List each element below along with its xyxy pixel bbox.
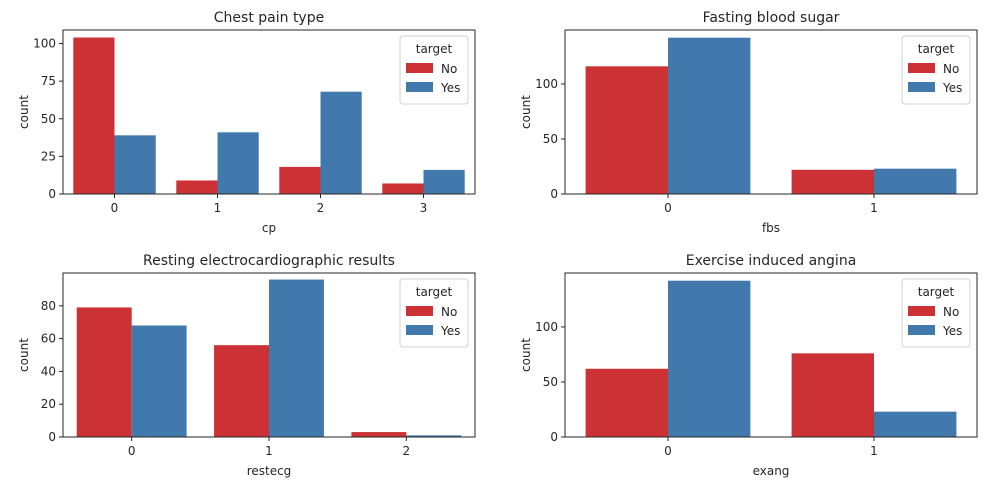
chart-panel-1: 0 1 0 50 100 Fasting blood sugar fbs count targe… bbox=[519, 10, 978, 235]
y-axis-label: count bbox=[17, 95, 31, 129]
legend-swatch-no bbox=[908, 306, 935, 316]
legend-label-no: No bbox=[441, 305, 457, 319]
x-axis-label: fbs bbox=[762, 221, 780, 235]
chart-title: Resting electrocardiographic results bbox=[143, 253, 395, 269]
axes-frame bbox=[62, 29, 476, 195]
bar-no-0 bbox=[76, 307, 132, 437]
x-tick-label: 0 bbox=[664, 201, 672, 215]
y-tick-label: 0 bbox=[48, 430, 56, 444]
chart-panel-3: 0 1 0 50 100 Exercise induced angina exang coun… bbox=[519, 253, 978, 478]
x-tick-label: 3 bbox=[420, 201, 428, 215]
x-tick-label: 1 bbox=[265, 444, 273, 458]
x-tick-label: 0 bbox=[111, 201, 119, 215]
axes-frame bbox=[564, 29, 978, 195]
legend-label-yes: Yes bbox=[440, 324, 460, 338]
bar-no-2 bbox=[351, 432, 407, 437]
bar-no-0 bbox=[585, 66, 668, 194]
bar-yes-2 bbox=[320, 91, 362, 194]
legend-swatch-no bbox=[406, 63, 433, 73]
x-tick-label: 1 bbox=[214, 201, 222, 215]
legend-swatch-yes bbox=[908, 325, 935, 335]
y-tick-label: 60 bbox=[41, 332, 56, 346]
x-tick-label: 1 bbox=[870, 444, 878, 458]
bar-no-1 bbox=[791, 169, 874, 194]
bar-yes-0 bbox=[668, 37, 751, 194]
chart-panel-0: 0 1 2 3 0 25 50 75 100 Chest pain type cp count targ… bbox=[17, 10, 476, 235]
bar-no-1 bbox=[214, 345, 269, 437]
y-tick-label: 0 bbox=[550, 187, 558, 201]
legend-swatch-yes bbox=[908, 82, 935, 92]
bar-no-3 bbox=[382, 183, 424, 194]
legend-label-yes: Yes bbox=[942, 324, 962, 338]
chart-title: Fasting blood sugar bbox=[703, 10, 840, 26]
chart-title: Chest pain type bbox=[214, 10, 324, 26]
y-tick-label: 100 bbox=[535, 320, 558, 334]
legend-label-yes: Yes bbox=[440, 81, 460, 95]
legend-title: target bbox=[918, 42, 955, 56]
y-axis-label: count bbox=[519, 338, 533, 372]
legend-label-no: No bbox=[943, 62, 959, 76]
bar-yes-1 bbox=[874, 411, 957, 437]
legend-title: target bbox=[416, 42, 453, 56]
legend-swatch-no bbox=[406, 306, 433, 316]
x-tick-label: 1 bbox=[870, 201, 878, 215]
legend-label-no: No bbox=[441, 62, 457, 76]
y-tick-label: 25 bbox=[41, 149, 56, 163]
legend-title: target bbox=[416, 285, 453, 299]
x-tick-label: 2 bbox=[317, 201, 325, 215]
legend-swatch-yes bbox=[406, 82, 433, 92]
x-axis-label: exang bbox=[753, 464, 790, 478]
x-tick-label: 0 bbox=[128, 444, 136, 458]
bar-yes-0 bbox=[114, 135, 156, 194]
x-axis-label: cp bbox=[262, 221, 276, 235]
legend-swatch-yes bbox=[406, 325, 433, 335]
y-tick-label: 40 bbox=[41, 364, 56, 378]
y-tick-label: 80 bbox=[41, 299, 56, 313]
x-axis-label: restecg bbox=[247, 464, 292, 478]
y-tick-label: 50 bbox=[41, 112, 56, 126]
bar-no-1 bbox=[176, 180, 218, 194]
bar-yes-1 bbox=[874, 168, 957, 194]
x-tick-label: 2 bbox=[403, 444, 411, 458]
bar-no-0 bbox=[73, 37, 115, 194]
y-tick-label: 100 bbox=[33, 37, 56, 51]
y-axis-label: count bbox=[519, 95, 533, 129]
axes-frame bbox=[564, 272, 978, 438]
y-tick-label: 0 bbox=[550, 430, 558, 444]
bar-yes-2 bbox=[406, 435, 462, 437]
bar-yes-0 bbox=[131, 325, 187, 437]
y-tick-label: 50 bbox=[543, 375, 558, 389]
y-tick-label: 100 bbox=[535, 77, 558, 91]
x-tick-label: 0 bbox=[664, 444, 672, 458]
y-tick-label: 0 bbox=[48, 187, 56, 201]
bar-yes-3 bbox=[423, 169, 465, 194]
y-tick-label: 75 bbox=[41, 74, 56, 88]
legend-swatch-no bbox=[908, 63, 935, 73]
bar-yes-1 bbox=[217, 132, 259, 194]
y-tick-label: 50 bbox=[543, 132, 558, 146]
bar-no-0 bbox=[585, 368, 668, 437]
y-axis-label: count bbox=[17, 338, 31, 372]
bar-yes-1 bbox=[269, 279, 324, 437]
chart-title: Exercise induced angina bbox=[686, 253, 857, 269]
legend-title: target bbox=[918, 285, 955, 299]
legend-label-yes: Yes bbox=[942, 81, 962, 95]
bar-yes-0 bbox=[668, 280, 751, 437]
bar-no-2 bbox=[279, 166, 321, 194]
bar-no-1 bbox=[791, 353, 874, 437]
y-tick-label: 20 bbox=[41, 397, 56, 411]
legend-label-no: No bbox=[943, 305, 959, 319]
